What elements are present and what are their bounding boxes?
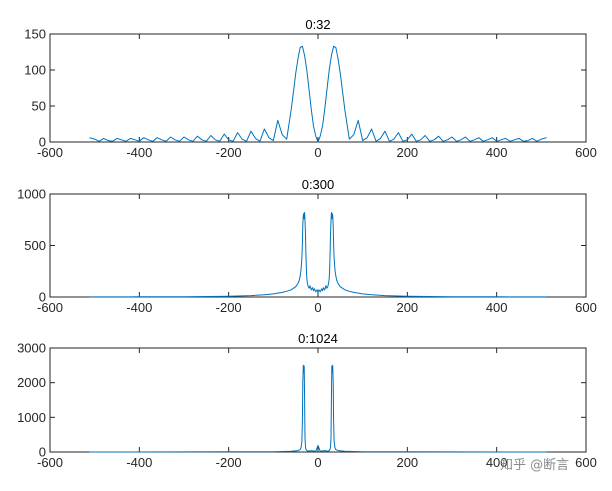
plot-1-axes-box — [49, 33, 587, 143]
plot-2-xtick-label: 200 — [396, 300, 418, 315]
plot-1-ytick-label: 50 — [32, 99, 46, 114]
plot-3-ytick-label: 1000 — [17, 410, 46, 425]
plot-1-ytick-label: 150 — [24, 27, 46, 42]
plot-3-series-line — [89, 364, 547, 453]
plot-3-xtick-label: -600 — [37, 455, 63, 470]
plot-1-series-line — [89, 45, 547, 143]
plot-1-xtick-label: -200 — [216, 145, 242, 160]
plot-1-xtick-label: 0 — [314, 145, 321, 160]
plot-1-xtick-label: -400 — [126, 145, 152, 160]
watermark-text: 知乎 @断言 — [500, 458, 570, 473]
plot-1-xtick-label: -600 — [37, 145, 63, 160]
plot-3-xtick-label: 600 — [575, 455, 597, 470]
plot-2-xtick-label: -600 — [37, 300, 63, 315]
plot-2-xtick-label: -400 — [126, 300, 152, 315]
plot-3-xtick-label: -400 — [126, 455, 152, 470]
plot-2-ytick-label: 0 — [39, 290, 46, 305]
plot-2-series-line — [89, 212, 547, 298]
plot-1-ytick-label: 0 — [39, 135, 46, 150]
plot-3-ytick-label: 2000 — [17, 375, 46, 390]
plot-1-ytick-label: 100 — [24, 63, 46, 78]
plot-1-xtick-label: 600 — [575, 145, 597, 160]
plot-3-ytick-label: 0 — [39, 445, 46, 460]
plot-3-axes-box — [49, 347, 587, 453]
plot-3-xtick-label: -200 — [216, 455, 242, 470]
plot-3-xtick-label: 200 — [396, 455, 418, 470]
plot-2-ytick-label: 1000 — [17, 187, 46, 202]
plot-2-title: 0:300 — [302, 177, 335, 192]
plot-2-xtick-label: 600 — [575, 300, 597, 315]
plot-3-title: 0:1024 — [298, 331, 338, 346]
plot-2-xtick-label: 0 — [314, 300, 321, 315]
plot-2-xtick-label: 400 — [486, 300, 508, 315]
plot-3-xtick-label: 0 — [314, 455, 321, 470]
plot-1-xtick-label: 200 — [396, 145, 418, 160]
plot-2-axes-box — [49, 193, 587, 298]
plot-1-xtick-label: 400 — [486, 145, 508, 160]
plot-3-xtick-label: 400 — [486, 455, 508, 470]
plot-1-title: 0:32 — [305, 17, 330, 32]
plot-2-ytick-label: 500 — [24, 238, 46, 253]
plot-2-xtick-label: -200 — [216, 300, 242, 315]
plot-3-ytick-label: 3000 — [17, 341, 46, 356]
